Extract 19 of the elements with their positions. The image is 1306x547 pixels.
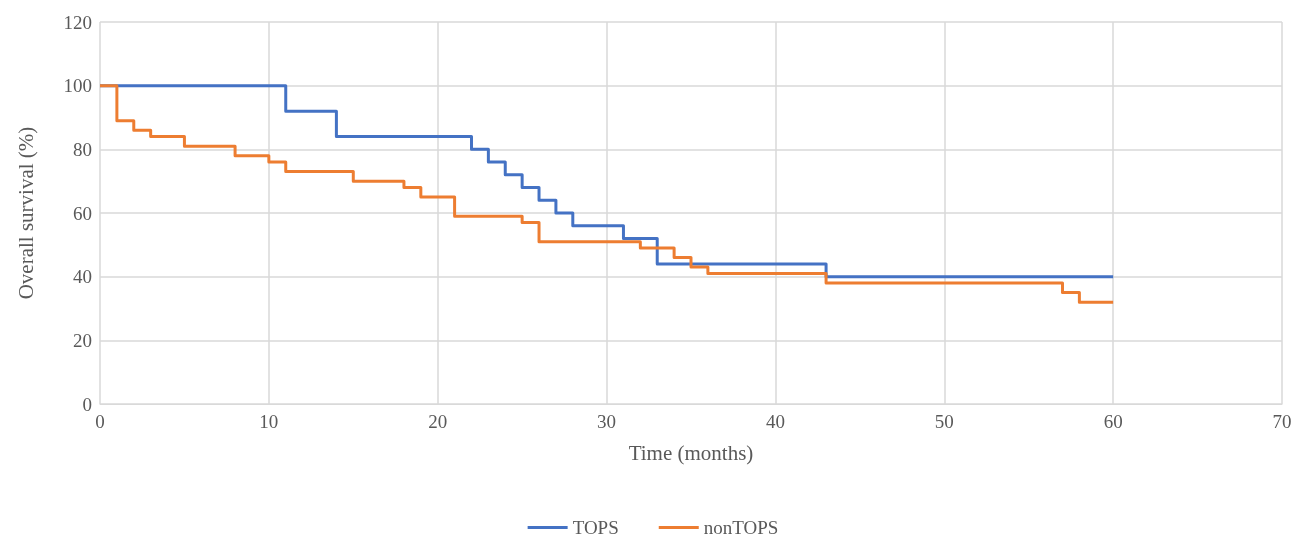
x-tick-label: 10: [259, 411, 279, 432]
y-tick-label: 20: [73, 329, 92, 351]
x-tick-label: 40: [765, 411, 785, 432]
x-tick-label: 60: [1103, 411, 1123, 432]
x-tick-label: 0: [95, 411, 105, 432]
y-tick-label: 120: [63, 11, 92, 33]
y-tick-label: 60: [73, 202, 92, 224]
legend-label: TOPS: [572, 517, 619, 538]
y-tick-label: 40: [73, 266, 92, 288]
y-tick-label: 0: [82, 393, 92, 415]
x-axis-title: Time (months): [628, 440, 754, 465]
x-tick-label: 30: [597, 411, 617, 432]
legend-label: nonTOPS: [703, 517, 779, 538]
y-tick-label: 100: [63, 75, 92, 97]
y-tick-label: 80: [73, 138, 92, 160]
x-tick-label: 70: [1272, 411, 1292, 432]
x-tick-label: 20: [428, 411, 448, 432]
x-tick-label: 50: [934, 411, 954, 432]
y-axis-title: Overall survival (%): [13, 126, 38, 300]
